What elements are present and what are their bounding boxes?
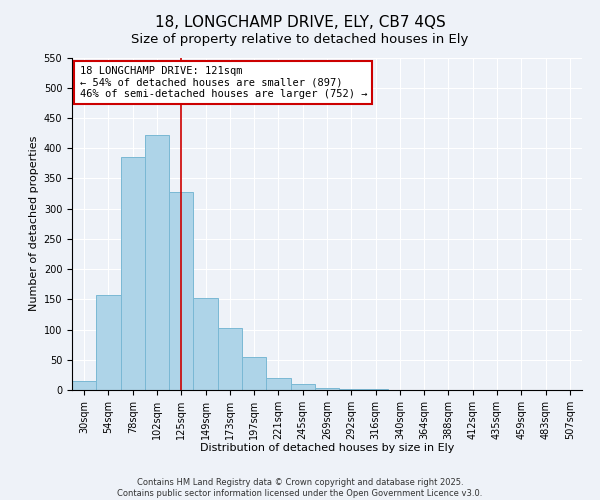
Bar [72,381,96,390]
Bar [266,378,290,390]
Bar [242,358,266,390]
Bar [96,295,121,390]
Bar [290,384,315,390]
Text: Contains HM Land Registry data © Crown copyright and database right 2025.
Contai: Contains HM Land Registry data © Crown c… [118,478,482,498]
Text: Size of property relative to detached houses in Ely: Size of property relative to detached ho… [131,32,469,46]
Bar [193,298,218,390]
Text: 18 LONGCHAMP DRIVE: 121sqm
← 54% of detached houses are smaller (897)
46% of sem: 18 LONGCHAMP DRIVE: 121sqm ← 54% of deta… [80,66,367,99]
Bar [218,328,242,390]
Text: 18, LONGCHAMP DRIVE, ELY, CB7 4QS: 18, LONGCHAMP DRIVE, ELY, CB7 4QS [155,15,445,30]
Bar [315,388,339,390]
Y-axis label: Number of detached properties: Number of detached properties [29,136,40,312]
Bar [145,135,169,390]
Bar [169,192,193,390]
Bar [121,158,145,390]
X-axis label: Distribution of detached houses by size in Ely: Distribution of detached houses by size … [200,444,454,454]
